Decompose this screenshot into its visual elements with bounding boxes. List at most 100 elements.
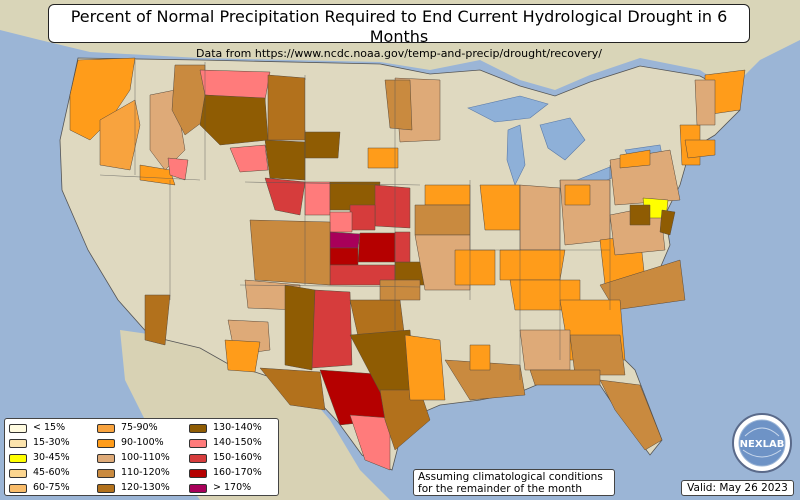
region-ia-orange [424,184,471,206]
legend-item: 160-170% [189,467,262,479]
legend-label: 45-60% [33,467,70,478]
region-mn-strip [384,79,413,131]
region-mt-west [171,64,206,136]
region-fl [599,379,663,451]
region-mt-east [267,74,306,141]
legend-label: 15-30% [33,437,70,448]
region-wy-east [264,139,306,181]
legend-item: 60-75% [9,482,70,494]
region-tx-az [144,294,171,346]
legend-label: 150-160% [213,452,262,463]
region-nd [305,80,395,130]
assumption-note: Assuming climatological conditions for t… [413,469,615,496]
region-de-130 [659,209,676,236]
region-oh-orange [564,184,591,206]
region-wy-red [229,144,269,173]
legend-swatch [9,483,27,493]
nexlab-logo: NEXLAB [732,413,792,473]
legend-swatch [9,453,27,463]
lake-michigan [506,124,526,186]
region-gulf-110 [444,359,526,401]
region-ks-east-150 [394,231,411,263]
region-ne-west [304,181,331,216]
legend-item: 30-45% [9,452,70,464]
legend-label: 110-120% [121,467,170,478]
region-co [249,219,331,286]
region-or-red [167,157,189,181]
drought-regions [69,57,746,471]
region-sd-west [304,131,341,159]
legend-swatch [97,468,115,478]
region-ct-orange [684,139,716,159]
map-subtitle: Data from https://www.ncdc.noaa.gov/temp… [196,47,602,60]
legend-swatch [97,438,115,448]
region-ks-pink [329,211,353,233]
region-ne-red [349,204,376,231]
region-ok-110 [379,279,421,301]
legend-label: 130-140% [213,422,262,433]
legend-item: 15-30% [9,437,70,449]
legend-swatch [9,423,27,433]
region-ks-160b [329,247,359,266]
legend-swatch [189,423,207,433]
map-title: Percent of Normal Precipitation Required… [70,7,728,46]
region-ia-110 [414,204,471,236]
lake-huron [539,117,586,161]
lake-superior [467,95,549,123]
region-nh [694,79,716,126]
region-ks-160 [357,232,396,263]
legend-label: 75-90% [121,422,158,433]
legend-label: > 170% [213,482,252,493]
region-in [519,184,561,251]
legend-item: > 170% [189,482,251,494]
valid-date: Valid: May 26 2023 [681,480,794,496]
region-il [479,184,521,231]
region-ms-orange [469,344,491,371]
region-tx-west [259,367,326,411]
region-mt-center [199,94,269,146]
legend-item: < 15% [9,422,65,434]
legend-swatch [97,423,115,433]
legend-item: 120-130% [97,482,170,494]
legend-swatch [97,483,115,493]
legend-label: 90-100% [121,437,164,448]
region-az-orange [224,339,261,373]
legend-label: 160-170% [213,467,262,478]
region-wy-south [264,177,306,216]
region-la-90 [404,334,446,401]
legend-swatch [9,438,27,448]
region-nm-ok-130 [284,284,316,371]
legend-label: 30-45% [33,452,70,463]
nexlab-logo-text: NEXLAB [740,439,785,450]
assumption-line-1: Assuming climatological conditions [418,471,603,483]
legend-label: 120-130% [121,482,170,493]
legend-swatch [97,453,115,463]
region-va-130 [629,204,651,226]
legend-item: 75-90% [97,422,158,434]
assumption-line-2: for the remainder of the month [418,483,583,495]
legend-label: 60-75% [33,482,70,493]
legend: < 15% 15-30% 30-45% 45-60% 60-75% 75-90% 90-10… [4,418,279,496]
region-ny-orange [619,149,651,169]
legend-label: 100-110% [121,452,170,463]
legend-swatch [189,468,207,478]
legend-item: 45-60% [9,467,70,479]
legend-item: 110-120% [97,467,170,479]
region-mo-orange [454,249,496,286]
legend-item: 90-100% [97,437,164,449]
legend-label: 140-150% [213,437,262,448]
region-fl-panhandle [529,369,601,386]
legend-item: 140-150% [189,437,262,449]
region-tx-pink [349,414,391,471]
legend-swatch [9,468,27,478]
region-ga-110 [569,334,626,376]
region-or-south [139,164,176,186]
state-borders [99,60,611,380]
title-box: Percent of Normal Precipitation Required… [48,4,750,60]
legend-item: 150-160% [189,452,262,464]
region-al [519,329,571,371]
region-sd-orange [367,147,399,169]
legend-label: < 15% [33,422,66,433]
legend-item: 100-110% [97,452,170,464]
region-nm-150 [311,289,353,369]
